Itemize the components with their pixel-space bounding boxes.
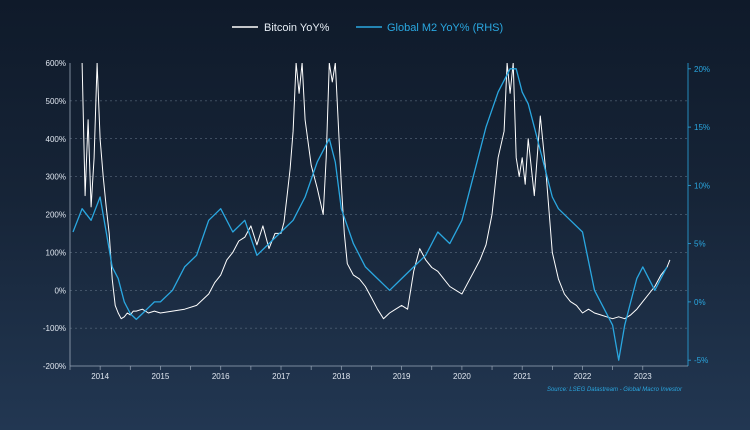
- y-left-tick-label: 400%: [46, 135, 66, 144]
- x-tick-label: 2022: [574, 372, 592, 381]
- y-right-tick-label: 5%: [694, 240, 706, 249]
- x-tick-label: 2020: [453, 372, 471, 381]
- x-tick-label: 2015: [152, 372, 170, 381]
- y-right-tick-label: 10%: [694, 181, 710, 190]
- y-left-tick-label: 300%: [46, 173, 66, 182]
- y-right-tick-label: 0%: [694, 298, 706, 307]
- source-note: Source: LSEG Datastream - Global Macro I…: [547, 387, 683, 393]
- legend-label-m2: Global M2 YoY% (RHS): [387, 22, 503, 34]
- y-left-tick-label: -100%: [43, 324, 66, 333]
- x-tick-label: 2019: [393, 372, 411, 381]
- legend: Bitcoin YoY% Global M2 YoY% (RHS): [232, 22, 503, 34]
- y-left-tick-label: 0%: [54, 286, 66, 295]
- legend-label-bitcoin: Bitcoin YoY%: [264, 22, 330, 34]
- y-right-tick-label: -5%: [694, 356, 708, 365]
- y-left-tick-label: 100%: [46, 248, 66, 257]
- x-tick-label: 2021: [513, 372, 531, 381]
- axes: -200% -100% 0% 100% 200% 300% 400% 500% 600% -5% 0…: [43, 59, 710, 381]
- y-left-tick-label: 500%: [46, 97, 66, 106]
- series-line-global-m2: [72, 68, 668, 361]
- gridlines: [70, 100, 688, 329]
- y-right-tick-label: 15%: [694, 123, 710, 132]
- x-tick-label: 2014: [91, 372, 109, 381]
- y-left-tick-label: -200%: [43, 362, 66, 371]
- series: [72, 63, 671, 361]
- x-tick-label: 2023: [634, 372, 652, 381]
- x-tick-label: 2016: [212, 372, 230, 381]
- y-left-tick-label: 200%: [46, 211, 66, 220]
- x-tick-label: 2017: [272, 372, 290, 381]
- x-tick-label: 2018: [332, 372, 350, 381]
- y-left-tick-label: 600%: [46, 59, 66, 68]
- y-right-tick-label: 20%: [694, 65, 710, 74]
- series-line-bitcoin: [81, 63, 671, 320]
